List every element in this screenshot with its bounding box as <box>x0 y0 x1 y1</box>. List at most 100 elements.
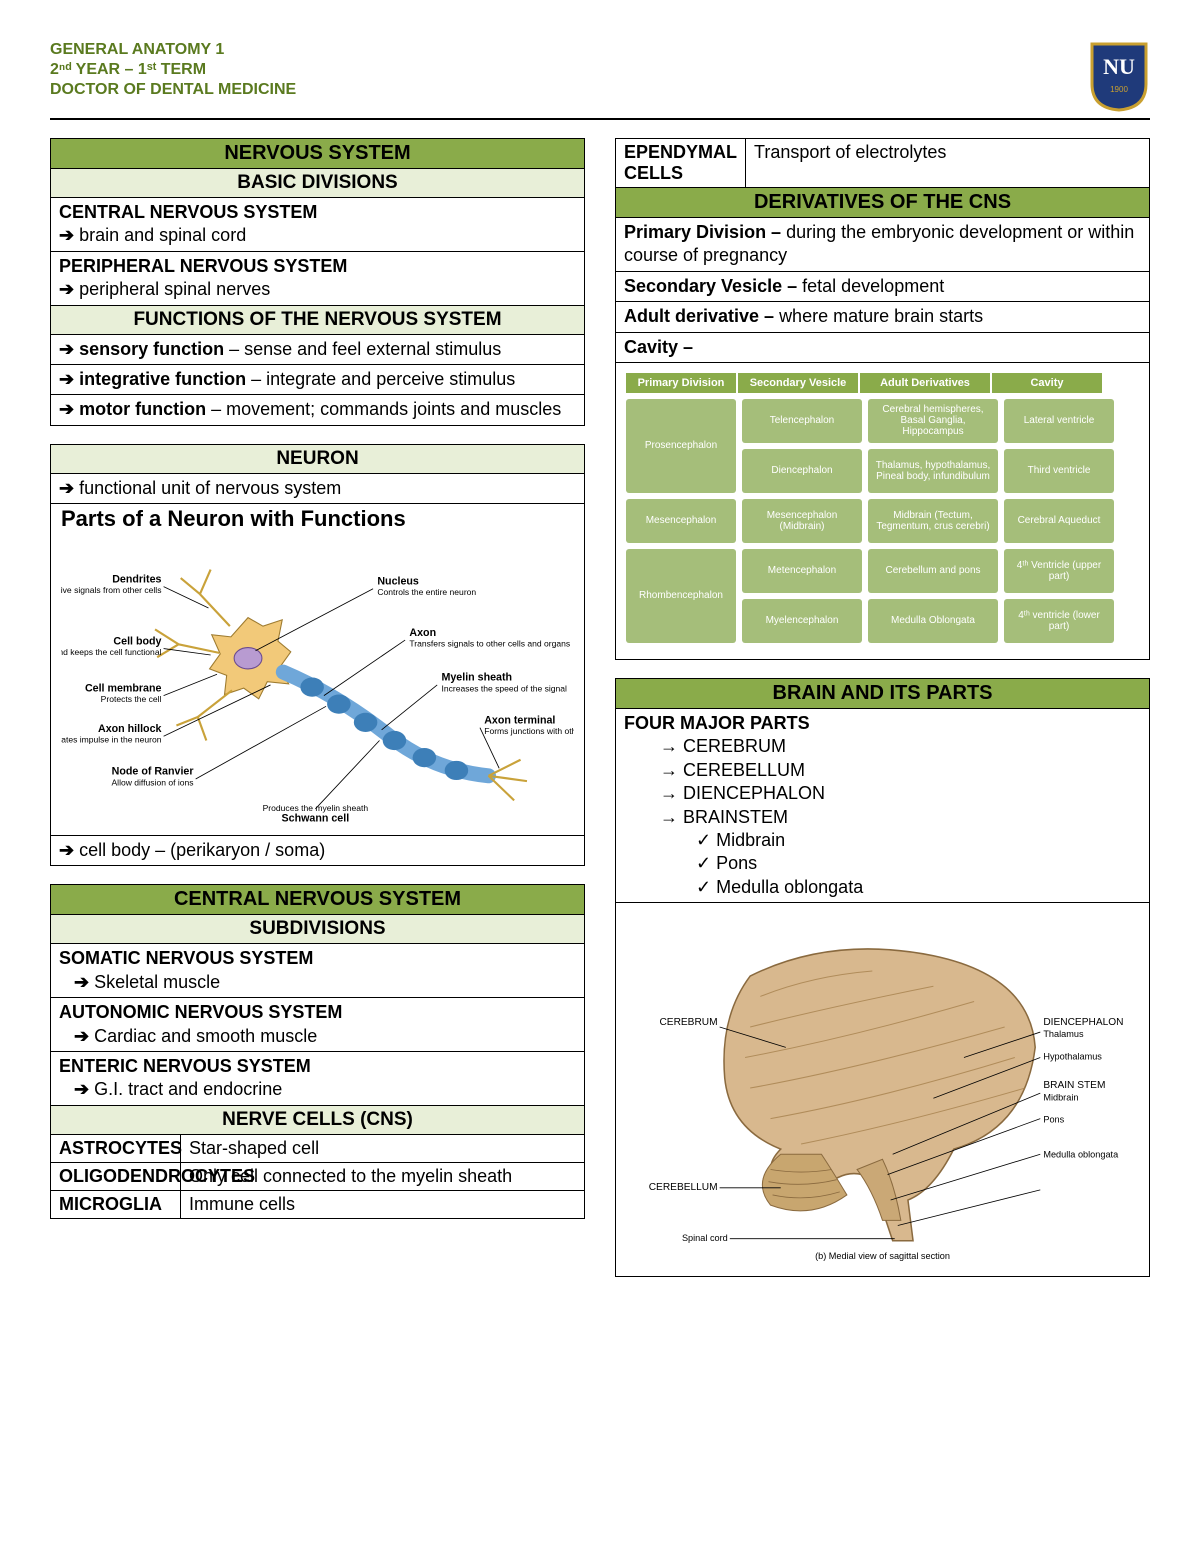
pns-label: PERIPHERAL NERVOUS SYSTEM <box>59 256 347 276</box>
svg-text:Schwann cell: Schwann cell <box>282 813 350 824</box>
adult-derivative-cell: Adult derivative – where mature brain st… <box>616 302 1149 332</box>
chart-row: MesencephalonMesencephalon (Midbrain)Mid… <box>626 499 1139 543</box>
chart-chip: 4ᵗʰ Ventricle (upper part) <box>1004 549 1114 593</box>
microglia-row: MICROGLIAImmune cells <box>51 1191 584 1218</box>
part-cerebrum: CEREBRUM <box>624 735 1141 758</box>
svg-text:Thalamus: Thalamus <box>1043 1029 1084 1039</box>
brain-diagram: CEREBRUM CEREBELLUM DIENCEPHALON Thalamu… <box>616 902 1149 1276</box>
main-columns: NERVOUS SYSTEM BASIC DIVISIONS CENTRAL N… <box>50 138 1150 1277</box>
cns-label: CENTRAL NERVOUS SYSTEM <box>59 202 317 222</box>
nervous-system-title: NERVOUS SYSTEM <box>51 139 584 169</box>
secondary-vesicle-cell: Secondary Vesicle – fetal development <box>616 272 1149 302</box>
header-line1: GENERAL ANATOMY 1 <box>50 40 296 60</box>
svg-text:Controls the entire neuron: Controls the entire neuron <box>377 587 476 597</box>
svg-text:Allow diffusion of ions: Allow diffusion of ions <box>111 778 193 788</box>
svg-text:Nucleus: Nucleus <box>377 576 419 588</box>
svg-text:Axon: Axon <box>409 627 436 639</box>
chart-header-row: Primary Division Secondary Vesicle Adult… <box>626 373 1139 393</box>
svg-text:Myelin sheath: Myelin sheath <box>441 672 512 684</box>
right-column: EPENDYMAL CELLSTransport of electrolytes… <box>615 138 1150 1277</box>
svg-text:Organizes and keeps the cell f: Organizes and keeps the cell functional <box>61 647 162 657</box>
neuron-def: functional unit of nervous system <box>51 474 584 504</box>
basic-divisions-hdr: BASIC DIVISIONS <box>51 169 584 198</box>
cns-box-title: CENTRAL NERVOUS SYSTEM <box>51 885 584 915</box>
svg-text:Node of Ranvier: Node of Ranvier <box>112 766 194 778</box>
function-sensory: sensory function – sense and feel extern… <box>51 335 584 365</box>
svg-text:Protects the cell: Protects the cell <box>101 694 162 704</box>
sub-medulla: Medulla oblongata <box>624 876 1141 899</box>
svg-text:DIENCEPHALON: DIENCEPHALON <box>1043 1017 1123 1028</box>
svg-text:Hypothalamus: Hypothalamus <box>1043 1052 1102 1062</box>
chart-chip: Cerebellum and pons <box>868 549 998 593</box>
sub-pons: Pons <box>624 852 1141 875</box>
svg-text:CEREBRUM: CEREBRUM <box>659 1017 717 1028</box>
university-logo-icon: NU 1900 <box>1088 40 1150 112</box>
pns-desc: peripheral spinal nerves <box>59 279 270 299</box>
svg-text:Axon hillock: Axon hillock <box>98 723 162 735</box>
header-line2: 2ⁿᵈ YEAR – 1ˢᵗ TERM <box>50 60 296 80</box>
svg-text:Produces the myelin sheath: Produces the myelin sheath <box>263 803 369 813</box>
primary-division-cell: Primary Division – during the embryonic … <box>616 218 1149 272</box>
neuron-box: NEURON functional unit of nervous system… <box>50 444 585 867</box>
cns-derivatives-chart: Primary Division Secondary Vesicle Adult… <box>616 363 1149 659</box>
functions-hdr: FUNCTIONS OF THE NERVOUS SYSTEM <box>51 306 584 335</box>
chart-chip: Prosencephalon <box>626 399 736 493</box>
chart-chip: Myelencephalon <box>742 599 862 643</box>
svg-text:(b) Medial view of sagittal se: (b) Medial view of sagittal section <box>815 1251 950 1261</box>
svg-text:Increases the speed of the sig: Increases the speed of the signal <box>441 683 567 693</box>
svg-text:Dendrites: Dendrites <box>112 573 161 585</box>
oligodendrocytes-row: OLIGODENDROCYTESOnly cell connected to t… <box>51 1163 584 1191</box>
brain-title: BRAIN AND ITS PARTS <box>616 679 1149 709</box>
chart-chip: Cerebral hemispheres, Basal Ganglia, Hip… <box>868 399 998 443</box>
svg-text:Cell body: Cell body <box>113 635 161 647</box>
nervous-system-box: NERVOUS SYSTEM BASIC DIVISIONS CENTRAL N… <box>50 138 585 426</box>
svg-text:Pons: Pons <box>1043 1115 1064 1125</box>
chart-chip: Medulla Oblongata <box>868 599 998 643</box>
chart-chip: Cerebral Aqueduct <box>1004 499 1114 543</box>
derivatives-hdr: DERIVATIVES OF THE CNS <box>616 188 1149 218</box>
cns-desc: brain and spinal cord <box>59 225 246 245</box>
chart-chip: Metencephalon <box>742 549 862 593</box>
brain-box: BRAIN AND ITS PARTS FOUR MAJOR PARTS CER… <box>615 678 1150 1277</box>
enteric-cell: ENTERIC NERVOUS SYSTEM G.I. tract and en… <box>51 1052 584 1106</box>
svg-text:Medulla oblongata: Medulla oblongata <box>1043 1149 1119 1159</box>
chart-chip: Diencephalon <box>742 449 862 493</box>
svg-text:1900: 1900 <box>1110 85 1128 94</box>
part-diencephalon: DIENCEPHALON <box>624 782 1141 805</box>
svg-text:Receive signals from other cel: Receive signals from other cells <box>61 585 161 595</box>
sub-midbrain: Midbrain <box>624 829 1141 852</box>
chart-chip: Thalamus, hypothalamus, Pineal body, inf… <box>868 449 998 493</box>
neuron-diagram: Dendrites Receive signals from other cel… <box>51 538 584 835</box>
svg-text:CEREBELLUM: CEREBELLUM <box>649 1182 718 1193</box>
chart-row: ProsencephalonTelencephalon DiencephalonC… <box>626 399 1139 493</box>
cns-box: CENTRAL NERVOUS SYSTEM SUBDIVISIONS SOMA… <box>50 884 585 1218</box>
header-line3: DOCTOR OF DENTAL MEDICINE <box>50 80 296 100</box>
function-motor: motor function – movement; commands join… <box>51 395 584 424</box>
subdivisions-hdr: SUBDIVISIONS <box>51 915 584 944</box>
chart-chip: Midbrain (Tectum, Tegmentum, crus cerebr… <box>868 499 998 543</box>
neuron-title: NEURON <box>51 445 584 474</box>
function-integrative: integrative function – integrate and per… <box>51 365 584 395</box>
svg-text:Generates impulse in the neuro: Generates impulse in the neuron <box>61 735 162 745</box>
neuron-footer: cell body – (perikaryon / soma) <box>51 835 584 865</box>
brain-svg-icon: CEREBRUM CEREBELLUM DIENCEPHALON Thalamu… <box>628 915 1137 1261</box>
chart-chip: 4ᵗʰ ventricle (lower part) <box>1004 599 1114 643</box>
autonomic-cell: AUTONOMIC NERVOUS SYSTEM Cardiac and smo… <box>51 998 584 1052</box>
part-brainstem: BRAINSTEM <box>624 806 1141 829</box>
svg-text:BRAIN STEM: BRAIN STEM <box>1043 1080 1105 1091</box>
neuron-svg-icon: Dendrites Receive signals from other cel… <box>61 546 574 824</box>
svg-text:Axon terminal: Axon terminal <box>484 715 555 727</box>
neuron-img-title: Parts of a Neuron with Functions <box>51 504 584 538</box>
nerve-cells-hdr: NERVE CELLS (CNS) <box>51 1106 584 1135</box>
cavity-cell: Cavity – <box>616 333 1149 363</box>
chart-chip: Mesencephalon (Midbrain) <box>742 499 862 543</box>
ependymal-row: EPENDYMAL CELLSTransport of electrolytes <box>616 139 1149 188</box>
svg-text:Cell membrane: Cell membrane <box>85 682 162 694</box>
chart-chip: Telencephalon <box>742 399 862 443</box>
four-major-hdr: FOUR MAJOR PARTS <box>624 713 810 733</box>
chart-chip: Rhombencephalon <box>626 549 736 643</box>
cns-cell: CENTRAL NERVOUS SYSTEM brain and spinal … <box>51 198 584 252</box>
somatic-cell: SOMATIC NERVOUS SYSTEM Skeletal muscle <box>51 944 584 998</box>
left-column: NERVOUS SYSTEM BASIC DIVISIONS CENTRAL N… <box>50 138 585 1277</box>
astrocytes-row: ASTROCYTESStar-shaped cell <box>51 1135 584 1163</box>
